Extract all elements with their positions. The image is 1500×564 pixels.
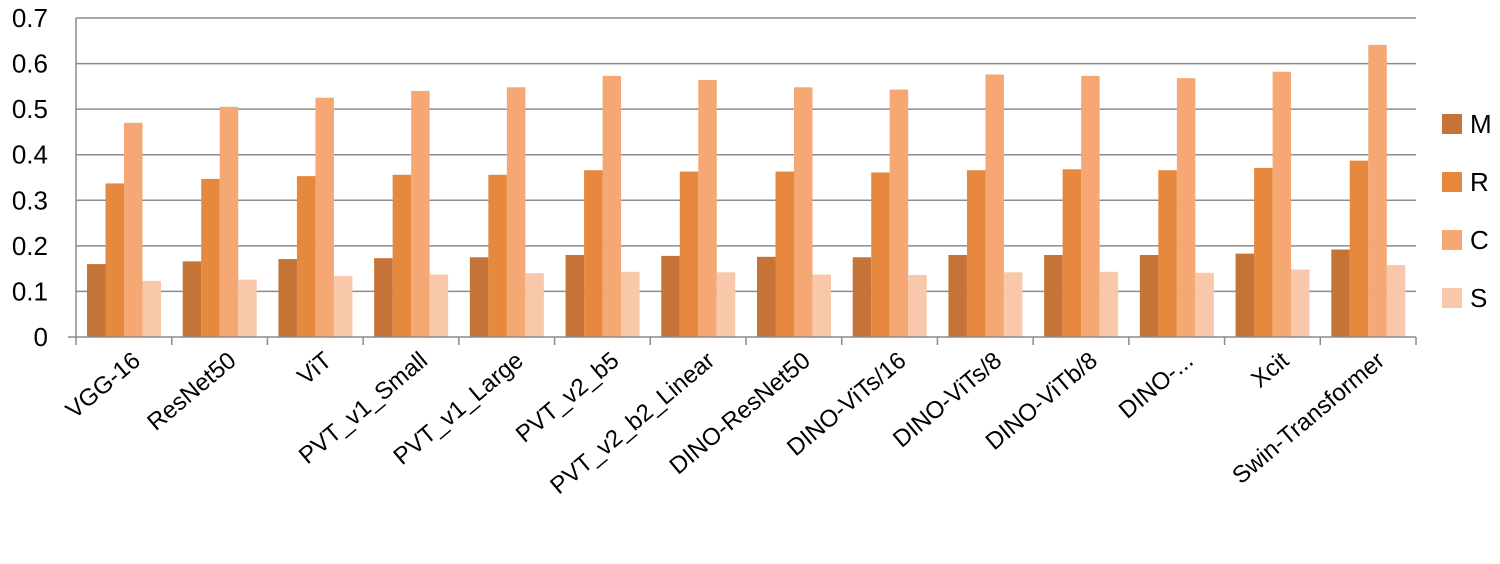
- bar-R-8: [775, 171, 794, 337]
- bar-R-7: [679, 171, 699, 337]
- bar-C-12: [1176, 78, 1196, 337]
- bar-R-12: [1158, 170, 1177, 337]
- bar-C-3: [315, 97, 334, 337]
- y-tick-label: 0.7: [12, 3, 48, 33]
- bar-C-2: [219, 106, 239, 337]
- bar-S-6: [621, 271, 640, 337]
- legend-label-S: S: [1470, 283, 1487, 313]
- legend-swatch-C: [1442, 230, 1462, 250]
- bar-M-9: [852, 257, 872, 337]
- y-tick-label: 0.2: [12, 231, 48, 261]
- gridlines: [76, 17, 1416, 293]
- legend-label-M: M: [1470, 109, 1492, 139]
- bar-R-9: [871, 172, 890, 337]
- bar-C-13: [1272, 71, 1292, 337]
- legend-label-R: R: [1470, 167, 1489, 197]
- bar-R-13: [1254, 167, 1273, 337]
- bar-R-11: [1062, 169, 1082, 337]
- legend-swatch-S: [1442, 288, 1462, 308]
- bar-M-1: [87, 264, 106, 337]
- bar-R-3: [296, 176, 316, 337]
- legend-swatch-M: [1442, 114, 1462, 134]
- x-tick-label: VGG-16: [61, 347, 146, 424]
- bar-C-1: [124, 122, 143, 337]
- y-tick-label: 0.5: [12, 94, 48, 124]
- bar-S-8: [812, 274, 831, 337]
- bar-C-4: [411, 90, 430, 338]
- x-tick-label: PVT_v2_b2_Linear: [545, 347, 720, 500]
- bar-S-7: [716, 272, 736, 337]
- bar-C-5: [506, 87, 526, 337]
- bar-S-3: [333, 275, 353, 337]
- bar-C-9: [889, 89, 909, 337]
- x-tick-label: DINO-...: [1114, 347, 1199, 424]
- bar-M-14: [1331, 249, 1350, 337]
- y-tick-label: 0: [34, 322, 48, 352]
- bar-S-10: [1003, 272, 1023, 337]
- bar-M-11: [1044, 254, 1063, 337]
- legend-label-C: C: [1470, 225, 1489, 255]
- bar-C-14: [1368, 44, 1387, 337]
- bar-C-6: [602, 75, 622, 337]
- legend-swatch-R: [1442, 172, 1462, 192]
- bar-R-6: [584, 170, 603, 337]
- bar-R-5: [488, 174, 507, 337]
- bar-S-2: [238, 279, 257, 337]
- bar-M-7: [661, 255, 680, 337]
- y-tick-label: 0.1: [12, 276, 48, 306]
- bars: [87, 44, 1406, 338]
- y-tick-labels: 0 0.1 0.2 0.3 0.4 0.5 0.6 0.7: [12, 3, 48, 352]
- bar-C-8: [794, 87, 813, 337]
- bar-C-11: [1081, 75, 1100, 337]
- bar-M-10: [948, 254, 967, 337]
- bar-S-14: [1386, 264, 1406, 337]
- bar-M-12: [1139, 254, 1159, 337]
- bar-S-1: [142, 280, 161, 337]
- bar-M-2: [182, 261, 202, 337]
- bar-S-4: [429, 274, 449, 337]
- bar-M-13: [1235, 253, 1255, 337]
- bar-S-5: [525, 273, 544, 337]
- x-tick-label: ResNet50: [142, 347, 241, 436]
- axes: [68, 18, 1417, 345]
- y-tick-label: 0.3: [12, 185, 48, 215]
- y-tick-label: 0.4: [12, 140, 48, 170]
- bar-C-10: [985, 74, 1004, 337]
- bar-S-9: [908, 275, 927, 337]
- x-tick-label: Xcit: [1246, 347, 1294, 394]
- bar-M-4: [374, 258, 393, 337]
- bar-S-13: [1291, 269, 1310, 337]
- y-tick-label: 0.6: [12, 49, 48, 79]
- bar-M-3: [278, 259, 297, 337]
- bar-R-2: [201, 178, 220, 337]
- bar-M-5: [469, 257, 489, 337]
- bar-R-14: [1349, 160, 1369, 337]
- bar-S-12: [1195, 272, 1214, 337]
- bar-S-11: [1099, 271, 1119, 337]
- bar-R-1: [105, 183, 124, 337]
- x-tick-label: ViT: [293, 347, 338, 391]
- bar-R-4: [392, 174, 412, 337]
- bar-M-8: [757, 256, 776, 337]
- bar-R-10: [966, 170, 986, 337]
- bar-M-6: [565, 254, 585, 337]
- bar-C-7: [698, 79, 717, 337]
